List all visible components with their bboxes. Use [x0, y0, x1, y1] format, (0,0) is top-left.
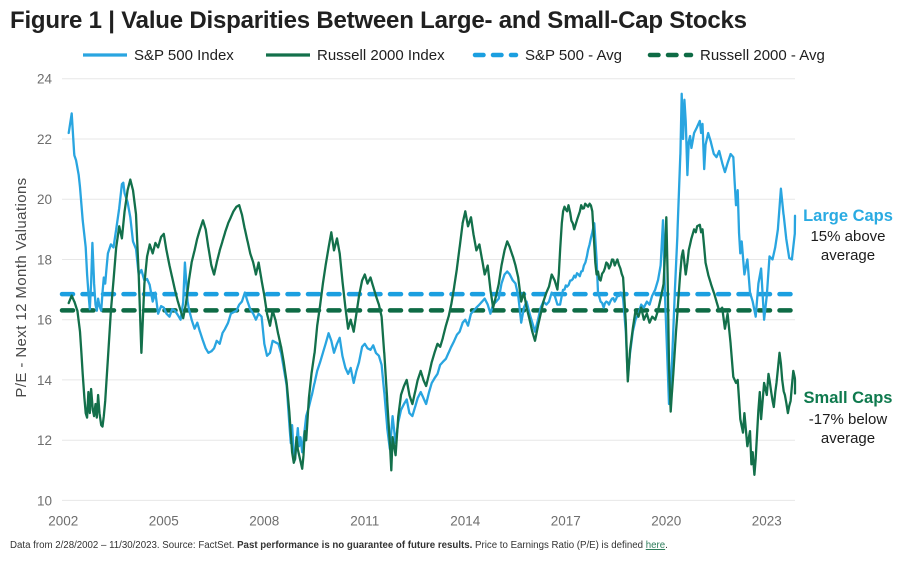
- svg-text:average: average: [821, 247, 875, 264]
- svg-text:2014: 2014: [450, 514, 481, 529]
- svg-text:22: 22: [37, 132, 52, 147]
- svg-text:10: 10: [37, 493, 52, 508]
- svg-text:Russell 2000 - Avg: Russell 2000 - Avg: [700, 47, 825, 64]
- svg-text:2020: 2020: [651, 514, 681, 529]
- svg-text:15% above: 15% above: [810, 228, 885, 245]
- svg-text:-17% below: -17% below: [809, 411, 888, 428]
- svg-text:S&P 500 Index: S&P 500 Index: [134, 47, 234, 64]
- svg-text:2011: 2011: [350, 514, 379, 529]
- svg-text:P/E - Next 12 Month Valuations: P/E - Next 12 Month Valuations: [13, 177, 30, 397]
- svg-text:average: average: [821, 430, 875, 447]
- svg-text:Large Caps: Large Caps: [803, 207, 893, 225]
- svg-text:2005: 2005: [149, 514, 179, 529]
- svg-text:2008: 2008: [249, 514, 279, 529]
- svg-text:2002: 2002: [48, 514, 78, 529]
- svg-text:14: 14: [37, 373, 53, 388]
- svg-text:24: 24: [37, 72, 53, 87]
- svg-text:2023: 2023: [752, 514, 782, 529]
- svg-text:Small Caps: Small Caps: [804, 389, 893, 407]
- svg-text:Russell 2000 Index: Russell 2000 Index: [317, 47, 445, 64]
- svg-text:2017: 2017: [551, 514, 581, 529]
- svg-text:S&P 500 - Avg: S&P 500 - Avg: [525, 47, 622, 64]
- svg-text:20: 20: [37, 192, 52, 207]
- svg-text:18: 18: [37, 252, 52, 267]
- svg-text:12: 12: [37, 433, 52, 448]
- svg-text:16: 16: [37, 313, 52, 328]
